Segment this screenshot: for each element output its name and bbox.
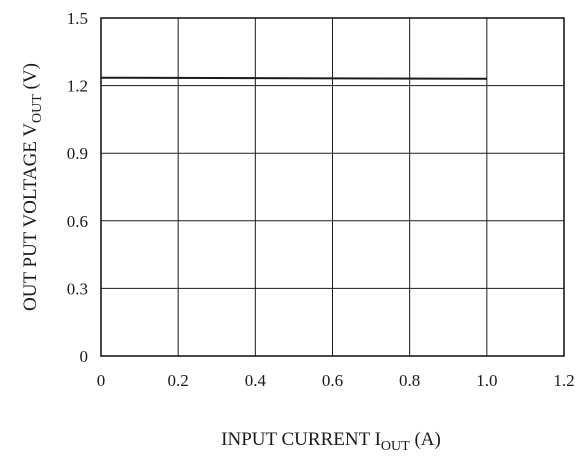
x-tick-labels: 0 0.2 0.4 0.6 0.8 1.0 1.2: [97, 371, 575, 390]
x-tick-label: 0.6: [322, 371, 343, 390]
series-layer: [100, 76, 487, 80]
y-axis-title-subscript: OUT: [30, 94, 45, 123]
y-tick-label: 0.3: [67, 279, 88, 298]
x-axis-title-subscript: OUT: [381, 439, 410, 454]
x-tick-label: 0.4: [245, 371, 267, 390]
x-tick-label: 0: [97, 371, 106, 390]
y-tick-label: 0: [80, 347, 89, 366]
y-tick-label: 0.9: [67, 144, 88, 163]
y-tick-label: 0.6: [67, 212, 88, 231]
series-line: [100, 76, 487, 80]
y-axis-title-unit: (V): [20, 63, 41, 94]
plot-frame: [100, 17, 565, 357]
x-axis-title: INPUT CURRENT IOUT (A): [221, 429, 441, 454]
x-tick-label: 1.2: [553, 371, 574, 390]
x-axis-title-unit: (A): [410, 429, 441, 450]
x-tick-label: 1.0: [476, 371, 497, 390]
x-tick-label: 0.8: [399, 371, 420, 390]
y-tick-label: 1.5: [67, 9, 88, 28]
y-axis-title: OUT PUT VOLTAGE VOUT (V): [20, 63, 45, 311]
x-axis-title-main: INPUT CURRENT I: [221, 429, 381, 450]
y-tick-labels: 0 0.3 0.6 0.9 1.2 1.5: [67, 9, 88, 366]
y-axis-title-main: OUT PUT VOLTAGE V: [20, 123, 41, 311]
y-tick-label: 1.2: [67, 77, 88, 96]
x-tick-label: 0.2: [168, 371, 189, 390]
grid-lines: [101, 18, 564, 356]
